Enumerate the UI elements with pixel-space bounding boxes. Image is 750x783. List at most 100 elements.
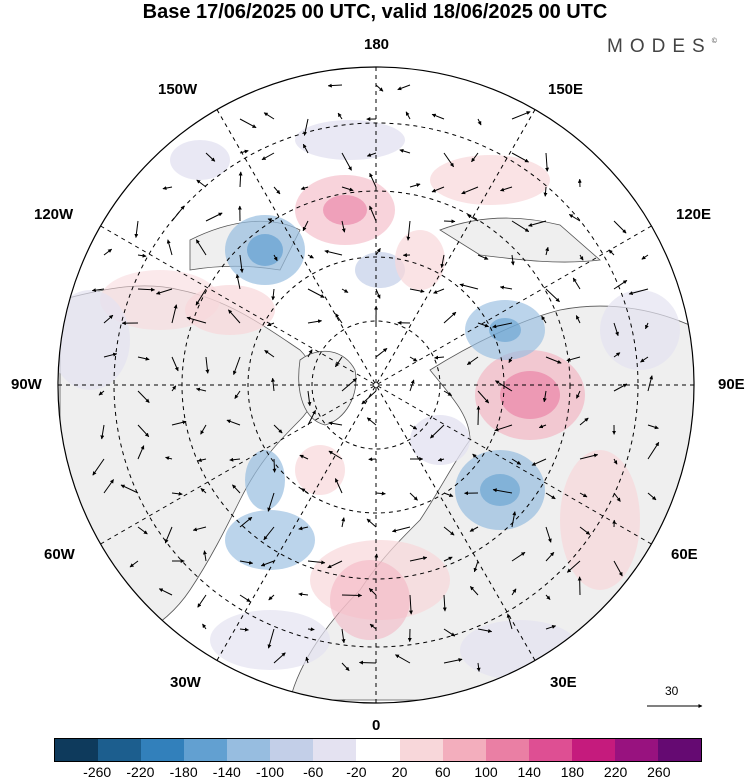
wind-vector [531, 458, 547, 466]
wind-vector [164, 526, 173, 544]
wind-vector [369, 623, 377, 630]
wind-vector [443, 492, 454, 497]
wind-vector [137, 287, 155, 292]
wind-vector [305, 656, 310, 664]
wind-vector [327, 560, 343, 569]
polar-map [57, 66, 703, 708]
wind-reference-label: 30 [665, 684, 679, 698]
anomaly-region [489, 318, 521, 342]
wind-vector [375, 247, 381, 256]
colorbar-cell [98, 739, 142, 761]
wind-vector [545, 594, 551, 600]
wind-vector [472, 453, 479, 460]
wind-vector [307, 254, 314, 259]
wind-vector [443, 152, 455, 168]
wind-vector [307, 390, 312, 407]
wind-vector [137, 445, 145, 460]
wind-vector [307, 410, 316, 426]
wind-vector [229, 457, 241, 462]
wind-vector [334, 478, 343, 494]
wind-vector [239, 627, 249, 632]
wind-vector [307, 560, 326, 565]
wind-vector [120, 484, 139, 494]
land-east-siberia [439, 217, 601, 263]
wind-vector [409, 556, 428, 562]
wind-vector [298, 592, 309, 597]
lon-label-150w: 150W [158, 81, 198, 98]
wind-vector [431, 113, 445, 120]
wind-vector [409, 288, 425, 293]
wind-vector [162, 186, 173, 191]
wind-vector [511, 111, 531, 120]
wind-vector [613, 458, 618, 465]
anomaly-region [210, 610, 330, 670]
wind-vector [613, 383, 628, 392]
wind-vector [545, 246, 550, 256]
lon-label-60w: 60W [44, 546, 75, 563]
wind-vector [543, 186, 548, 197]
wind-vector [137, 390, 150, 403]
wind-vector [647, 424, 659, 430]
wind-vector [477, 118, 482, 126]
land-greenland [298, 351, 357, 426]
lon-label-60e: 60E [671, 546, 698, 563]
wind-vector [492, 322, 513, 329]
wind-vector [166, 239, 173, 256]
wind-vector [430, 424, 445, 439]
wind-vector [613, 322, 619, 337]
wind-vector [579, 526, 591, 535]
wind-vector [369, 172, 377, 188]
anomaly-region [323, 195, 367, 225]
wind-vector [205, 356, 210, 374]
anomaly-region [100, 270, 220, 330]
wind-vector [608, 249, 615, 256]
wind-vector [442, 594, 447, 612]
wind-vector [613, 279, 628, 290]
anomaly-region [225, 510, 315, 570]
wind-vector [98, 390, 105, 396]
wind-vector [395, 654, 411, 664]
wind-vector [431, 186, 445, 193]
wind-vector [232, 484, 241, 494]
colorbar-tick-label: -260 [83, 764, 112, 780]
colorbar-cell [399, 739, 443, 761]
wind-vector [238, 171, 243, 188]
wind-vector [200, 424, 207, 435]
colorbar-tick-label: 260 [647, 764, 671, 780]
wind-vector [477, 254, 489, 260]
wind-vector [341, 593, 363, 598]
anomaly-region [480, 474, 520, 506]
wind-vector [341, 517, 346, 528]
wind-vector [576, 390, 581, 399]
wind-vector [300, 186, 309, 191]
wind-vector [647, 492, 657, 501]
wind-vector [302, 143, 309, 154]
wind-vector [443, 556, 453, 562]
wind-vector [239, 254, 244, 273]
wind-vector [647, 375, 654, 392]
wind-vector [566, 560, 581, 573]
wind-vector [579, 417, 589, 426]
wind-vector [443, 311, 457, 324]
wind-vector [129, 560, 139, 568]
wind-vector [272, 458, 277, 473]
wind-vector [334, 313, 343, 324]
wind-vector [473, 560, 479, 573]
wind-vector [137, 424, 150, 438]
lon-label-120w: 120W [34, 206, 74, 223]
wind-vector [264, 349, 275, 358]
wind-vector [545, 492, 556, 500]
wind-vector [397, 84, 411, 91]
anomaly-region [355, 252, 405, 288]
colorbar-cell [356, 739, 400, 761]
wind-vector [461, 186, 479, 195]
colorbar-tick-label: 140 [517, 764, 541, 780]
wind-vector [613, 492, 621, 502]
wind-vector [103, 314, 114, 324]
anomaly-region [395, 230, 445, 290]
wind-vector [366, 417, 377, 426]
wind-vector [613, 352, 621, 358]
lon-label-180: 180 [364, 36, 390, 53]
wind-vector [511, 458, 522, 465]
wind-vector [568, 213, 581, 222]
